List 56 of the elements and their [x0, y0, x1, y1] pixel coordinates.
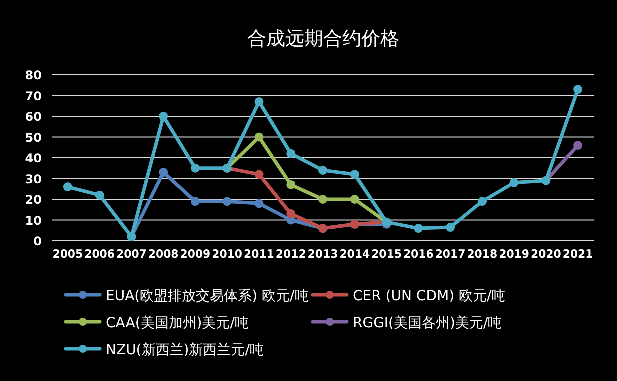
x-tick-label: 2007 — [116, 247, 149, 261]
point — [254, 132, 264, 142]
x-tick-label: 2006 — [84, 247, 117, 261]
point — [574, 141, 583, 150]
point — [159, 168, 168, 178]
point — [254, 170, 264, 180]
point — [222, 197, 232, 206]
x-tick-label: 2018 — [467, 247, 500, 261]
x-tick-label: 2017 — [435, 247, 468, 261]
legend-label: CAA(美国加州)美元/吨 — [106, 316, 249, 332]
point — [478, 197, 487, 206]
point — [318, 195, 328, 204]
legend-label: CER (UN CDM) 欧元/吨 — [353, 288, 506, 304]
x-tick-label: 2014 — [340, 247, 372, 261]
point — [350, 195, 360, 204]
point — [574, 85, 583, 94]
point — [63, 182, 72, 192]
x-tick-label: 2011 — [244, 247, 276, 261]
y-tick-label: 70 — [25, 89, 42, 104]
y-tick-label: 0 — [34, 234, 42, 248]
point — [510, 178, 519, 188]
y-tick-label: 80 — [25, 68, 42, 82]
y-tick-label: 30 — [25, 172, 42, 186]
x-tick-label: 2016 — [403, 247, 436, 261]
point — [254, 199, 264, 208]
y-tick-label: 20 — [25, 193, 42, 207]
point — [95, 190, 104, 200]
point — [286, 210, 296, 219]
point — [414, 224, 424, 234]
legend-label: EUA(欧盟排放交易体系) 欧元/吨 — [106, 288, 309, 304]
point — [446, 223, 456, 232]
x-tick-label: 2005 — [52, 247, 85, 261]
chart-title: 合成远期合约价格 — [248, 28, 400, 50]
x-tick-label: 2010 — [212, 247, 244, 261]
point — [286, 180, 296, 190]
y-tick-label: 60 — [25, 110, 42, 124]
point — [190, 197, 200, 206]
legend-label: RGGI(美国各州)美元/吨 — [353, 316, 502, 332]
y-tick-label: 50 — [25, 130, 42, 145]
legend-label: NZU(新西兰)新西兰元/吨 — [106, 342, 264, 358]
x-tick-label: 2019 — [499, 247, 532, 261]
y-tick-label: 40 — [25, 152, 42, 166]
point — [254, 97, 264, 106]
point — [190, 164, 200, 173]
x-tick-label: 2021 — [562, 247, 595, 261]
x-tick-label: 2015 — [372, 247, 404, 261]
x-tick-label: 2012 — [276, 247, 308, 261]
x-tick-label: 2008 — [148, 247, 180, 261]
point — [159, 112, 168, 121]
x-tick-label: 2009 — [180, 247, 212, 261]
point — [286, 149, 296, 158]
x-tick-label: 2020 — [530, 247, 563, 261]
x-tick-label: 2013 — [308, 247, 340, 261]
point — [350, 170, 360, 180]
y-tick-label: 10 — [25, 214, 42, 228]
point — [318, 166, 328, 175]
